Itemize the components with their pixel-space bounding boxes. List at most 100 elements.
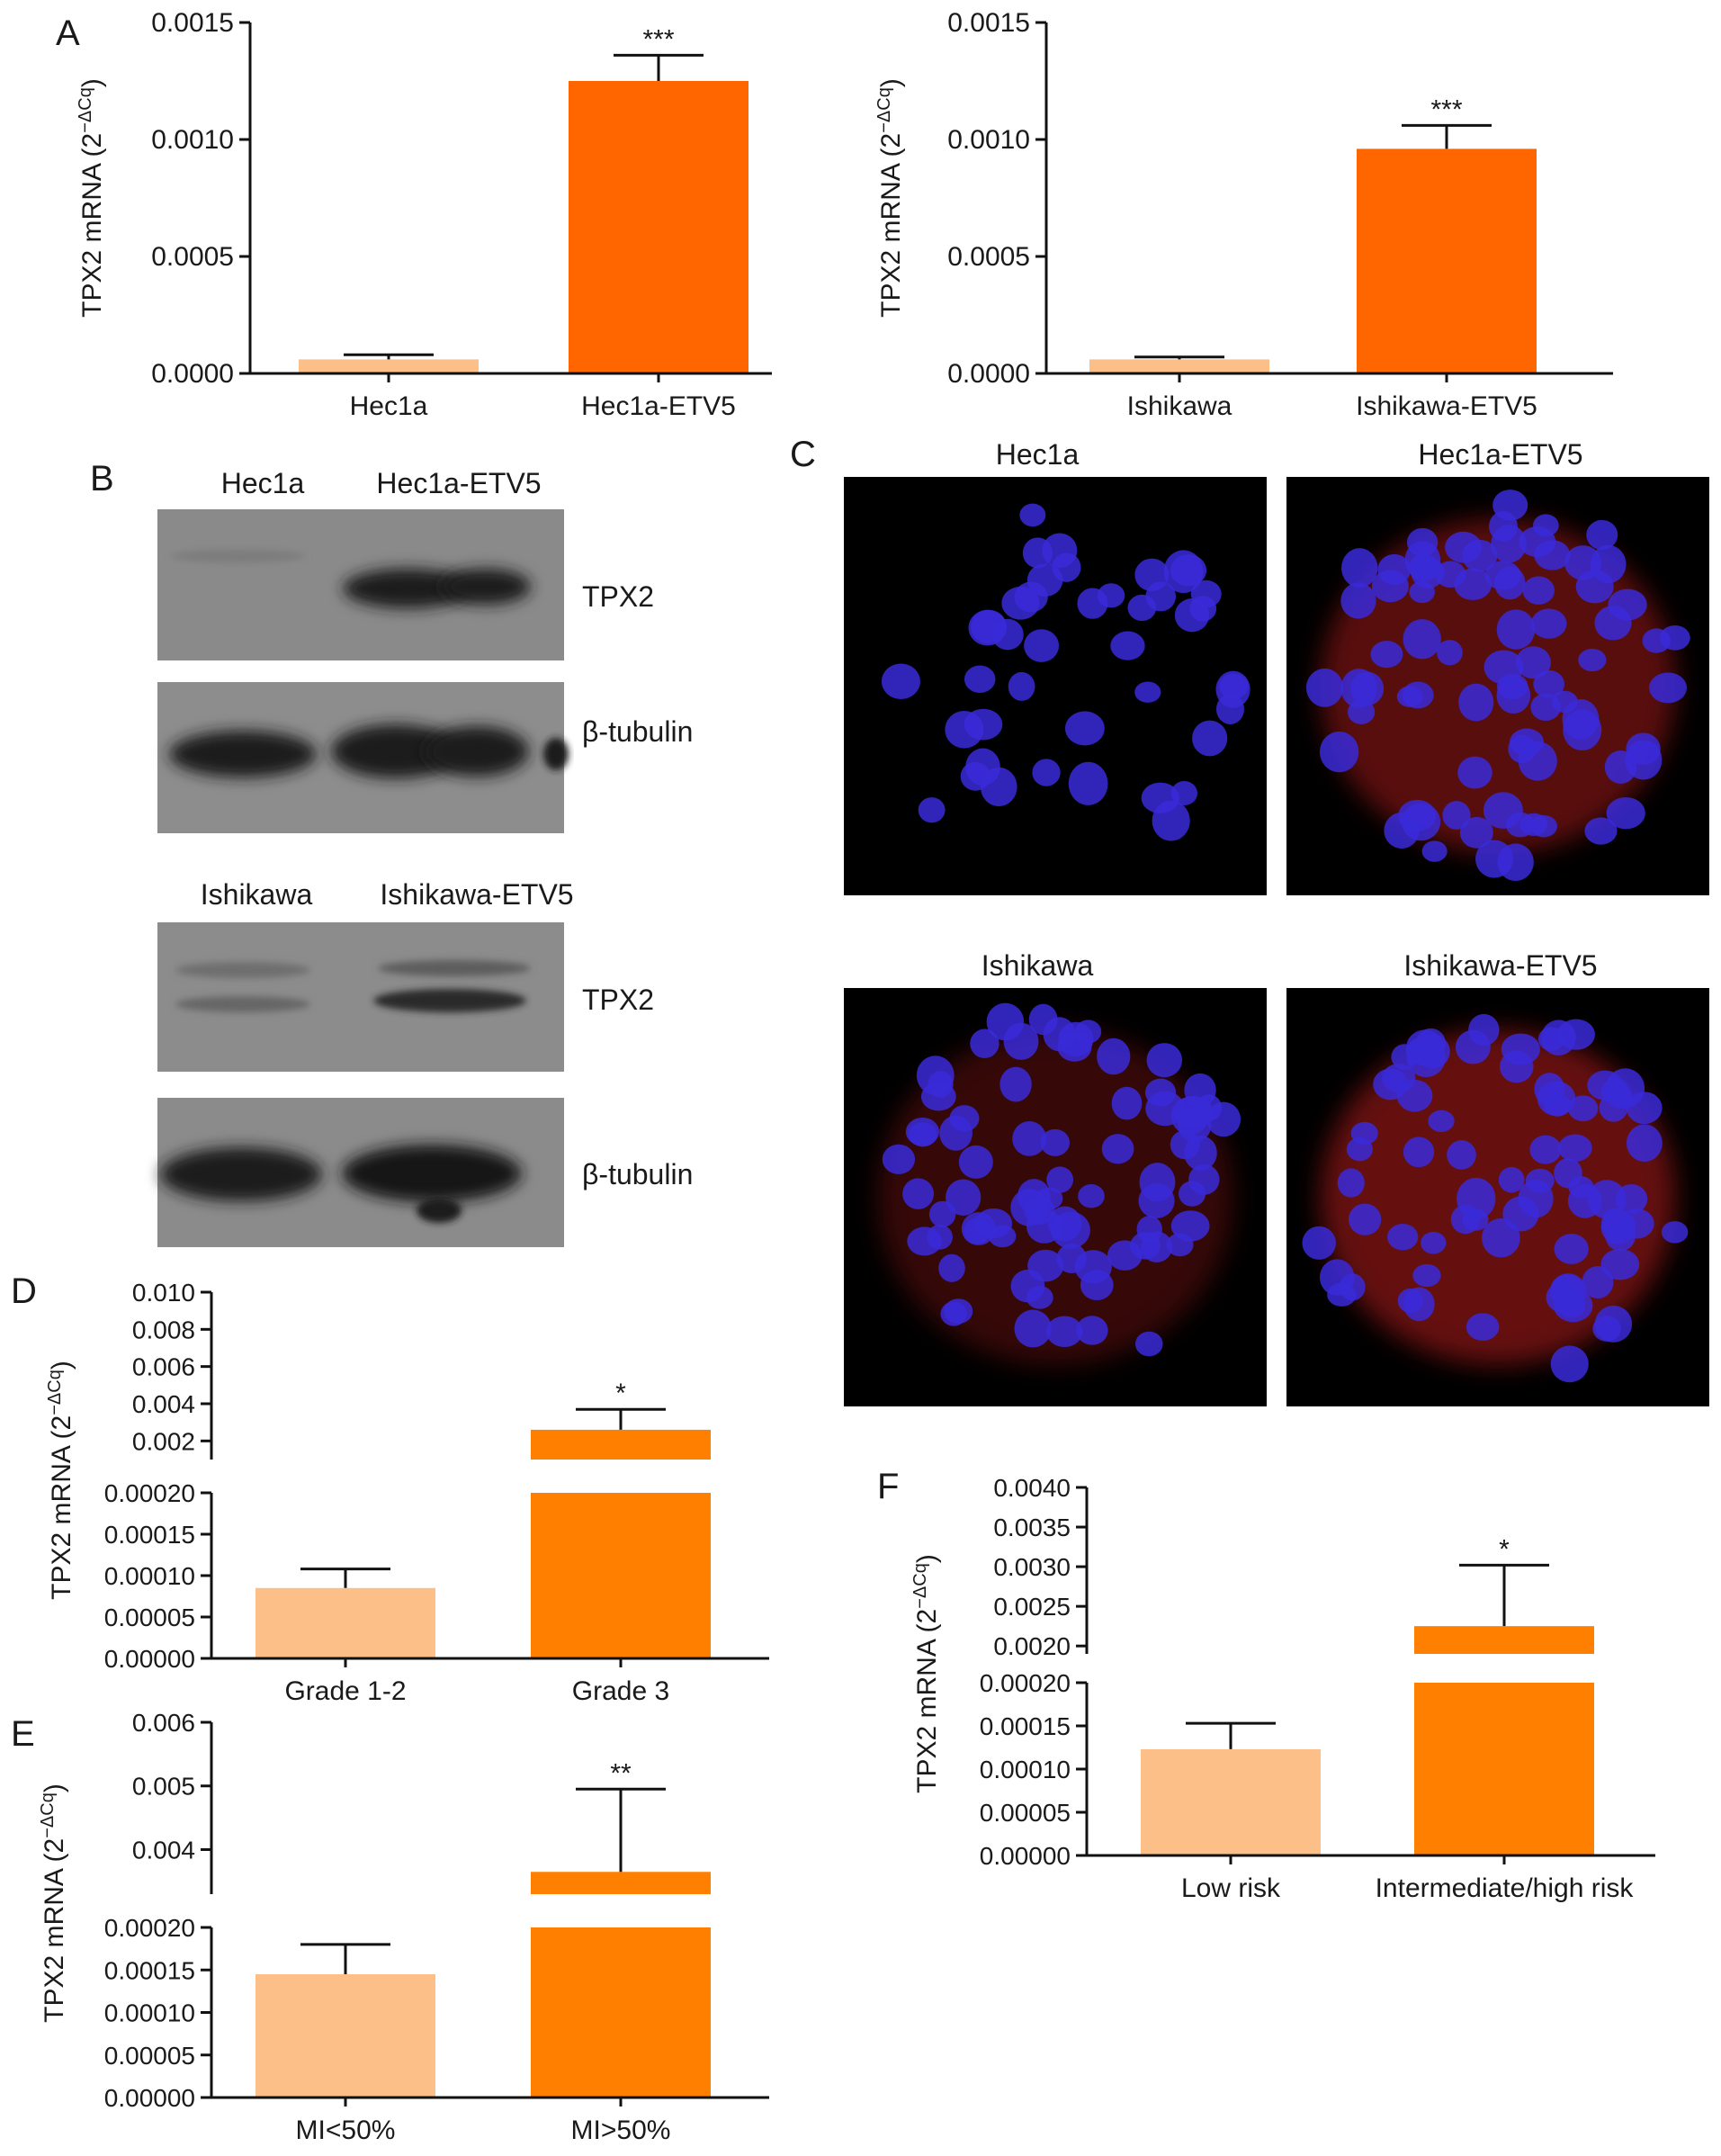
cell-nucleus [1564,545,1602,580]
y-tick-label: 0.00005 [104,2042,195,2070]
cell-nucleus [1076,1316,1108,1345]
error-bar [344,353,434,360]
significance-marker: *** [642,24,674,54]
cell-nucleus [1026,563,1063,597]
cell-nucleus [1305,668,1344,707]
x-category-label: Ishikawa-ETV5 [1356,391,1537,421]
bar [255,1973,435,2098]
cell-nucleus [1058,1021,1094,1057]
cell-nucleus [1001,586,1040,620]
bar [569,81,748,373]
cell-nucleus [1078,1183,1105,1208]
cell-nucleus [1024,1196,1055,1225]
cell-nucleus [1051,1211,1090,1249]
cell-nucleus [1534,1073,1565,1106]
y-axis-label: TPX2 mRNA (2−ΔCq) [38,1783,69,2023]
y-tick-label: 0.0015 [947,8,1030,38]
x-category-label: Hec1a-ETV5 [581,391,736,421]
cell-nucleus [1556,1019,1595,1050]
chart-panel-d: * 0.00000 0.00005 0.00010 0.00015 0.00020 0.00… [45,1279,769,1706]
error-bar [300,1568,390,1588]
cell-nucleus [1445,531,1482,563]
blot-lane-label: Ishikawa [201,878,313,911]
cell-nucleus [1606,796,1645,830]
x-category-label: Low risk [1181,1873,1281,1903]
cell-nucleus [1341,548,1378,588]
cell-nucleus [1032,759,1061,786]
y-tick-label: 0.010 [132,1279,195,1307]
y-tick-label: 0.00000 [104,2084,195,2112]
y-tick-label: 0.005 [132,1773,195,1801]
panel-label-c: C [790,435,816,474]
y-tick-label: 0.00010 [104,1999,195,2027]
cell-nucleus [1586,519,1618,550]
y-axis-label: TPX2 mRNA (2−ΔCq) [45,1361,76,1600]
cell-nucleus [1101,1134,1134,1164]
y-tick-label: 0.00015 [104,1956,195,1984]
cell-nucleus [1615,1184,1648,1214]
cell-nucleus [1558,1134,1592,1162]
cell-nucleus [1403,1287,1435,1322]
blot-lane-label: Ishikawa-ETV5 [380,878,573,911]
cell-nucleus [1215,694,1244,724]
cell-nucleus [939,1115,973,1151]
cell-nucleus [1008,671,1035,701]
cell-nucleus [971,609,1008,644]
y-axis-label: TPX2 mRNA (2−ΔCq) [910,1554,942,1793]
y-tick-label: 0.00010 [980,1756,1071,1783]
cell-nucleus [1163,550,1204,594]
cell-nucleus [1649,672,1688,704]
cell-nucleus [1130,1232,1161,1260]
bar [1357,148,1537,373]
y-tick-label: 0.0005 [151,242,234,272]
cell-nucleus [1192,720,1228,757]
chart-panel-f: * 0.00000 0.00005 0.00010 0.00015 0.00020 0.00… [910,1474,1655,1903]
cell-nucleus [1498,1166,1525,1193]
y-axis-label-exponent: −ΔCq [76,87,95,133]
cell-nucleus [1302,1226,1336,1260]
y-tick-label: 0.00005 [104,1604,195,1631]
cell-nucleus [1340,582,1376,619]
cell-nucleus [1468,1013,1500,1047]
blot-image [157,509,564,660]
cell-nucleus [1134,681,1161,703]
cell-nucleus [1404,541,1441,579]
y-tick-label: 0.0030 [993,1553,1071,1581]
cell-nucleus [1097,1038,1131,1075]
cell-nucleus [1529,1135,1562,1164]
cell-nucleus [1642,628,1671,653]
cell-nucleus [1373,1068,1408,1100]
cell-nucleus [1019,503,1046,527]
x-category-label: MI>50% [571,2116,671,2145]
cell-nucleus [1626,1124,1663,1163]
y-tick-label: 0.002 [132,1427,195,1455]
cell-nucleus [1529,814,1557,838]
cell-nucleus [946,1179,982,1216]
cell-nucleus [909,1122,937,1147]
error-bar [1459,1563,1549,1627]
y-tick-label: 0.00020 [104,1914,195,1942]
bar [1141,1748,1321,1855]
cell-nucleus [1110,631,1145,660]
y-tick-label: 0.0015 [151,8,234,38]
error-bar [1402,123,1492,149]
cell-nucleus [1604,750,1637,784]
microscopy-title: Ishikawa [982,949,1094,982]
y-tick-label: 0.0025 [993,1593,1071,1621]
cell-nucleus [1459,816,1493,849]
cell-nucleus [1584,817,1618,845]
cell-nucleus [1174,598,1210,633]
y-axis-label-exponent: −ΔCq [910,1563,930,1609]
cell-nucleus [1475,840,1513,878]
y-tick-label: 0.00005 [980,1799,1071,1827]
cell-nucleus [1533,669,1564,698]
cell-nucleus [1196,1094,1223,1121]
cell-nucleus [1483,650,1524,685]
y-axis-label: TPX2 mRNA (2−ΔCq) [874,78,906,318]
cell-nucleus [1522,576,1555,605]
cell-nucleus [1557,1291,1586,1318]
cell-nucleus [1594,606,1632,641]
cell-nucleus [1530,608,1567,639]
cell-nucleus [1437,640,1463,666]
